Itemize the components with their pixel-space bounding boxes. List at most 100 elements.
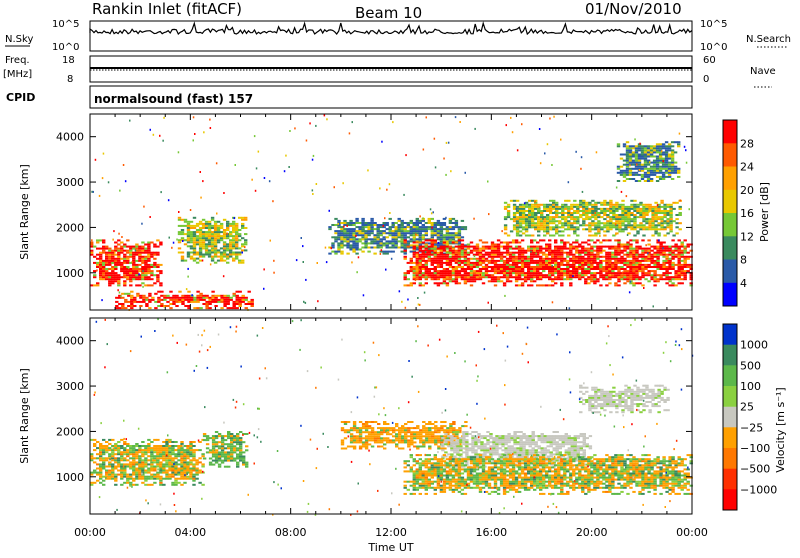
heatmap-cell (102, 278, 105, 280)
heatmap-cell (144, 250, 147, 252)
heatmap-cell (540, 214, 543, 216)
heatmap-cell (114, 276, 117, 278)
heatmap-cell (458, 242, 461, 244)
heatmap-cell (245, 462, 248, 464)
heatmap-cell (114, 274, 117, 276)
heatmap-cell (156, 476, 159, 478)
heatmap-cell (656, 168, 659, 170)
heatmap-cell (543, 230, 546, 232)
heatmap-cell (620, 260, 623, 262)
heatmap-cell (114, 447, 117, 449)
heatmap-cell (660, 220, 663, 222)
heatmap-cell (422, 242, 425, 244)
heatmap-cell (108, 478, 111, 480)
heatmap-cell (522, 232, 525, 234)
heatmap-cell (214, 241, 217, 243)
heatmap-cell (224, 453, 227, 455)
heatmap-cell (193, 301, 196, 303)
heatmap-cell (341, 427, 344, 429)
heatmap-cell (141, 278, 144, 280)
heatmap-cell (516, 220, 519, 222)
heatmap-cell (129, 451, 132, 453)
heatmap-cell (627, 226, 630, 228)
heatmap-cell (578, 254, 581, 256)
heatmap-cell (99, 278, 102, 280)
heatmap-cell (223, 295, 226, 297)
heatmap-cell (114, 443, 117, 445)
heatmap-cell (337, 244, 340, 246)
heatmap-cell (482, 258, 485, 260)
heatmap-cell (229, 241, 232, 243)
heatmap-cell (126, 443, 129, 445)
heatmap-cell (554, 252, 557, 254)
heatmap-cell (226, 243, 229, 245)
heatmap-cell (458, 248, 461, 250)
heatmap-cell (503, 270, 506, 272)
heatmap-cell (413, 242, 416, 244)
heatmap-cell (678, 278, 681, 280)
heatmap-cell (500, 264, 503, 266)
heatmap-cell (645, 220, 648, 222)
heatmap-cell (593, 268, 596, 270)
y-tick-label: 1000 (56, 267, 84, 280)
heatmap-cell (636, 224, 639, 226)
heatmap-cell (392, 247, 395, 249)
heatmap-cell (641, 158, 644, 160)
heatmap-cell (668, 156, 671, 158)
heatmap-cell (585, 206, 588, 208)
heatmap-cell (358, 240, 361, 242)
heatmap-cell (96, 441, 99, 443)
heatmap-cell (120, 242, 123, 244)
heatmap-cell (540, 220, 543, 222)
heatmap-cell (575, 239, 578, 241)
heatmap-cell (153, 244, 156, 246)
heatmap-cell (127, 293, 130, 295)
heatmap-cell (221, 456, 224, 458)
heatmap-cell (587, 252, 590, 254)
heatmap-cell (123, 441, 126, 443)
heatmap-cell (239, 451, 242, 453)
heatmap-cell (90, 242, 93, 244)
heatmap-cell (410, 258, 413, 260)
heatmap-cell (181, 295, 184, 297)
heatmap-cell (663, 235, 666, 237)
heatmap-cell (618, 228, 621, 230)
heatmap-cell (221, 441, 224, 443)
heatmap-cell (135, 268, 138, 270)
heatmap-cell (245, 464, 248, 466)
heatmap-cell (665, 147, 668, 149)
heatmap-cell (96, 258, 99, 260)
heatmap-cell (175, 301, 178, 303)
heatmap-cell (437, 222, 440, 224)
heatmap-cell (340, 247, 343, 249)
heatmap-cell (530, 268, 533, 270)
heatmap-cell (165, 472, 168, 474)
heatmap-cell (389, 230, 392, 232)
heatmap-cell (647, 266, 650, 268)
heatmap-cell (230, 458, 233, 460)
heatmap-cell (386, 253, 389, 255)
heatmap-cell (340, 230, 343, 232)
heatmap-cell (615, 233, 617, 235)
heatmap-cell (144, 270, 147, 272)
heatmap-cell (603, 212, 606, 214)
heatmap-cell (663, 208, 666, 210)
heatmap-cell (117, 256, 120, 258)
heatmap-cell (202, 245, 205, 247)
heatmap-cell (355, 220, 358, 222)
heatmap-cell (545, 244, 548, 246)
heatmap-cell (123, 468, 126, 470)
heatmap-cell (656, 264, 659, 266)
heatmap-cell (665, 172, 668, 174)
heatmap-cell (570, 216, 573, 218)
heatmap-cell (99, 248, 102, 250)
heatmap-cell (678, 264, 681, 266)
heatmap-cell (202, 241, 205, 243)
heatmap-cell (168, 478, 171, 480)
heatmap-cell (580, 168, 582, 170)
heatmap-cell (546, 204, 549, 206)
heatmap-cell (114, 260, 117, 262)
heatmap-cell (452, 280, 455, 282)
heatmap-cell (245, 445, 248, 447)
heatmap-cell (422, 238, 425, 240)
